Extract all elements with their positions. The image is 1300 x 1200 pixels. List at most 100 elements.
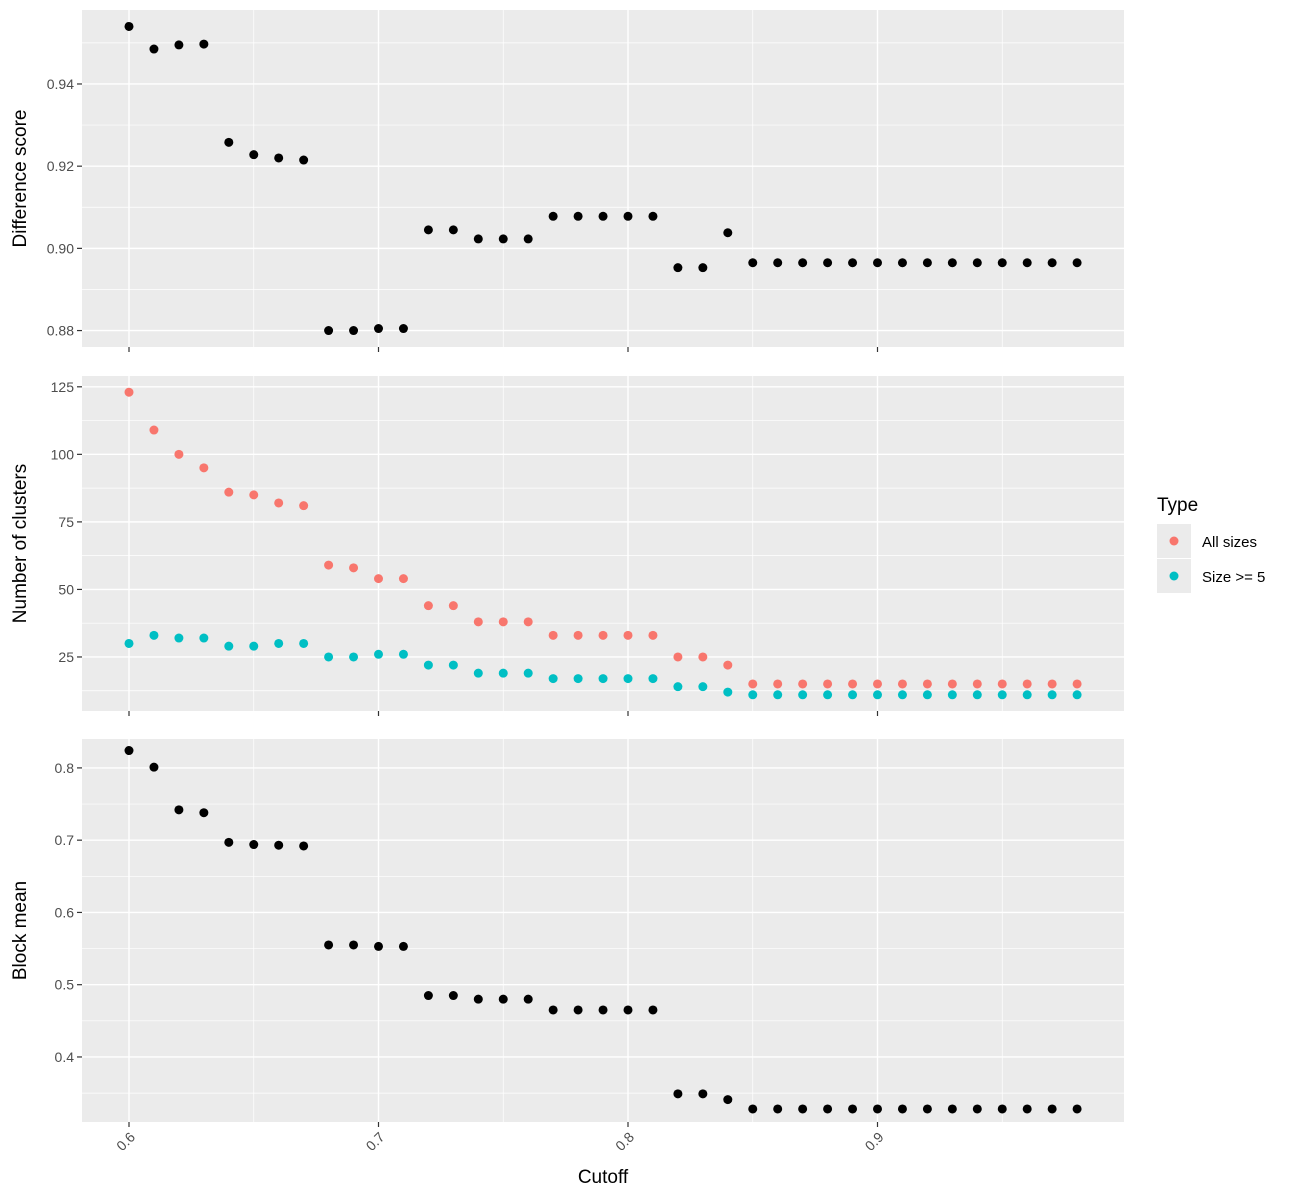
y-tick-label: 125	[51, 379, 75, 395]
data-point	[947, 690, 957, 700]
data-point	[498, 668, 508, 678]
data-point	[423, 601, 433, 611]
data-point	[548, 674, 558, 684]
data-point	[873, 679, 882, 689]
data-point	[324, 940, 334, 950]
data-point	[798, 1104, 808, 1114]
data-point	[698, 263, 708, 273]
y-tick-label: 50	[58, 581, 74, 597]
data-point	[174, 449, 184, 459]
data-point	[848, 690, 858, 700]
data-point	[448, 601, 458, 611]
data-point	[848, 1104, 858, 1114]
series-all-sizes	[124, 387, 1082, 689]
data-point	[573, 674, 583, 684]
data-point	[398, 324, 408, 334]
data-point	[947, 1104, 957, 1114]
legend-item-size-ge-5: Size >= 5	[1157, 559, 1265, 593]
data-point	[1022, 690, 1032, 700]
data-point	[324, 326, 334, 336]
y-tick-label: 0.92	[47, 158, 74, 174]
data-point	[523, 234, 533, 244]
data-point	[374, 649, 383, 659]
data-point	[648, 630, 658, 640]
data-point	[174, 40, 184, 50]
y-tick-label: 0.90	[47, 240, 74, 256]
data-point	[922, 690, 932, 700]
y-axis-title: Difference score	[10, 110, 31, 248]
data-point	[324, 652, 334, 662]
data-point	[573, 630, 583, 640]
data-point	[922, 679, 932, 689]
data-point	[848, 679, 858, 689]
data-point	[1072, 1104, 1082, 1114]
data-point	[748, 679, 758, 689]
data-point	[598, 211, 608, 221]
data-point	[249, 490, 259, 500]
data-point	[972, 679, 982, 689]
data-point	[299, 501, 309, 511]
data-point	[324, 560, 334, 570]
data-point	[349, 652, 359, 662]
data-point	[473, 994, 483, 1004]
legend: Type All sizes Size >= 5	[1157, 495, 1265, 593]
data-point	[972, 1104, 982, 1114]
data-point	[473, 617, 483, 627]
data-point	[798, 690, 808, 700]
data-point	[598, 1005, 608, 1015]
data-point	[873, 1104, 882, 1114]
data-point	[374, 574, 383, 584]
data-point	[997, 690, 1007, 700]
data-point	[623, 211, 633, 221]
data-point	[299, 638, 309, 648]
data-point	[723, 228, 733, 238]
legend-label-size-ge-5: Size >= 5	[1202, 569, 1265, 586]
y-tick-label: 0.7	[55, 832, 75, 848]
data-point	[448, 660, 458, 670]
x-tick-label: 0.6	[113, 1129, 138, 1154]
data-point	[873, 258, 882, 268]
data-point	[299, 841, 309, 851]
data-point	[823, 1104, 833, 1114]
data-point	[1022, 1104, 1032, 1114]
data-point	[423, 660, 433, 670]
panel-number-of-clusters: 25 50 75 100 125 Number of clusters	[10, 376, 1124, 716]
data-point	[224, 837, 234, 847]
data-point	[1072, 258, 1082, 268]
data-point	[149, 630, 159, 640]
data-point	[274, 498, 284, 508]
data-point	[473, 668, 483, 678]
data-point	[1022, 258, 1032, 268]
data-point	[623, 674, 633, 684]
data-point	[648, 674, 658, 684]
data-point	[374, 324, 383, 334]
x-axis-title: Cutoff	[578, 1167, 629, 1188]
y-tick-label: 0.6	[55, 904, 75, 920]
data-point	[473, 234, 483, 244]
data-point	[673, 652, 683, 662]
data-point	[773, 690, 783, 700]
data-point	[723, 1095, 733, 1105]
data-point	[423, 991, 433, 1001]
data-point	[723, 687, 733, 697]
data-point	[249, 641, 259, 651]
data-point	[997, 679, 1007, 689]
data-point	[224, 137, 234, 147]
legend-swatch-all-sizes	[1169, 536, 1179, 546]
data-point	[423, 225, 433, 235]
series-block-mean	[124, 746, 1082, 1114]
data-point	[548, 211, 558, 221]
y-tick-label: 0.94	[47, 76, 74, 92]
y-tick-label: 100	[51, 446, 75, 462]
data-point	[598, 674, 608, 684]
data-point	[698, 682, 708, 692]
data-point	[349, 326, 359, 336]
y-tick-label: 0.5	[55, 977, 75, 993]
panel-background	[82, 739, 1124, 1122]
data-point	[598, 630, 608, 640]
data-point	[997, 258, 1007, 268]
panel-background	[82, 376, 1124, 711]
series-size-5	[124, 630, 1082, 700]
panel-background	[82, 10, 1124, 347]
